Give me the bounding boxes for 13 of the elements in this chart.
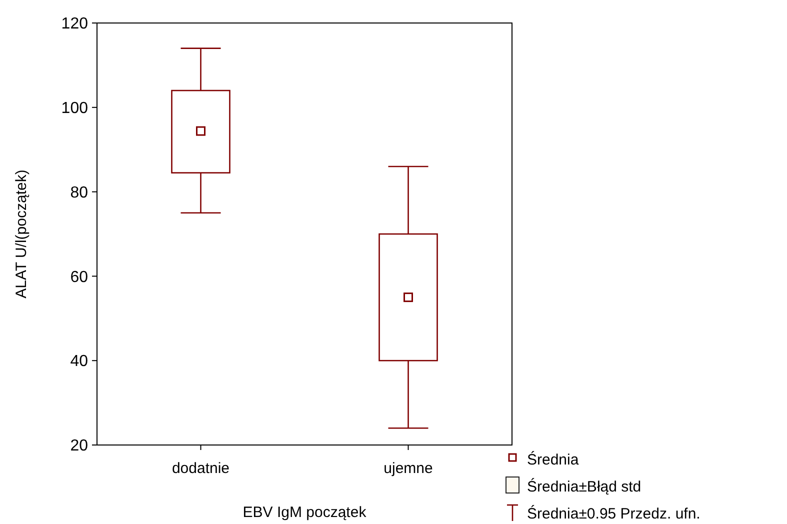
y-tick-label: 100 xyxy=(61,100,88,117)
y-tick-label: 60 xyxy=(70,268,88,286)
text: Średnia±Błąd std xyxy=(527,477,642,496)
y-tick-label: 40 xyxy=(70,353,88,370)
text: Średnia xyxy=(527,450,580,468)
y-tick-label: 120 xyxy=(61,16,88,33)
y-tick-label: 20 xyxy=(70,438,88,455)
text: Średnia±0.95 Przedz. ufn. xyxy=(527,504,700,522)
y-axis-title: ALAT U/l(początek) xyxy=(13,170,30,298)
y-tick-label: 80 xyxy=(70,184,88,202)
x-tick-label: dodatnie xyxy=(172,460,230,477)
x-tick-label: ujemne xyxy=(384,460,433,477)
x-axis-title: EBV IgM początek xyxy=(242,504,367,521)
